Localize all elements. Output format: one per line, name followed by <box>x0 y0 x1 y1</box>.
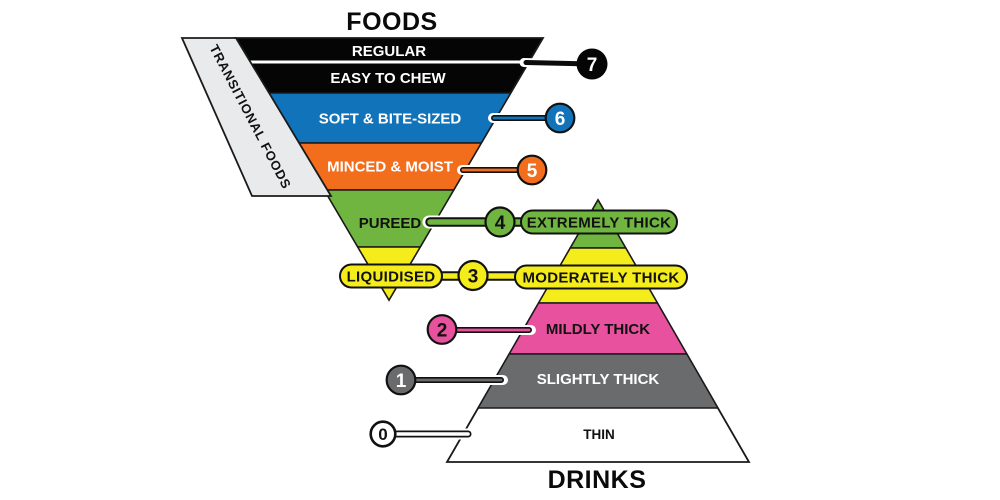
level-pills: LIQUIDISED EXTREMELY THICK MODERATELY TH… <box>339 209 688 290</box>
liquidised-pill <box>339 263 443 289</box>
drinks-band-slightly-thick <box>476 353 720 409</box>
extremely-thick-pill <box>520 209 678 235</box>
label-minced-moist: MINCED & MOIST <box>327 159 453 176</box>
badge-level-4 <box>484 206 516 238</box>
label-pureed: PUREED <box>359 215 422 232</box>
label-regular: REGULAR <box>352 43 426 60</box>
label-liquidised: LIQUIDISED <box>347 269 436 286</box>
badge-level-2-number: 2 <box>437 320 448 341</box>
badge-level-4-number: 4 <box>495 213 506 234</box>
badge-level-7 <box>576 48 608 80</box>
label-mildly-thick: MILDLY THICK <box>546 321 650 338</box>
transitional-foods-strip: TRANSITIONAL FOODS <box>180 37 333 197</box>
badge-level-1-number: 1 <box>396 371 407 392</box>
label-extremely-thick: EXTREMELY THICK <box>527 215 672 232</box>
badge-level-2 <box>426 314 458 345</box>
label-moderately-thick: MODERATELY THICK <box>522 270 679 287</box>
badge-level-0 <box>369 420 397 448</box>
transitional-strip-shape <box>180 37 333 197</box>
label-slightly-thick: SLIGHTLY THICK <box>537 371 660 388</box>
moderately-thick-pill <box>514 264 688 290</box>
badge-level-6 <box>544 102 576 134</box>
badge-level-3-number: 3 <box>468 266 479 287</box>
label-soft-bite-sized: SOFT & BITE-SIZED <box>319 111 462 128</box>
foods-title: FOODS <box>346 8 437 36</box>
label-easy-to-chew: EASY TO CHEW <box>330 70 446 87</box>
badge-level-5-number: 5 <box>527 161 538 182</box>
badge-level-6-number: 6 <box>555 109 566 130</box>
label-thin: THIN <box>583 427 615 442</box>
badge-level-1 <box>385 364 417 396</box>
badge-level-0-number: 0 <box>378 425 387 444</box>
badge-level-3 <box>457 259 489 292</box>
level-badges: 7 6 5 4 3 2 1 0 <box>369 48 608 448</box>
badge-level-5 <box>516 154 548 186</box>
drinks-title: DRINKS <box>548 466 647 494</box>
badge-level-7-number: 7 <box>587 55 598 76</box>
